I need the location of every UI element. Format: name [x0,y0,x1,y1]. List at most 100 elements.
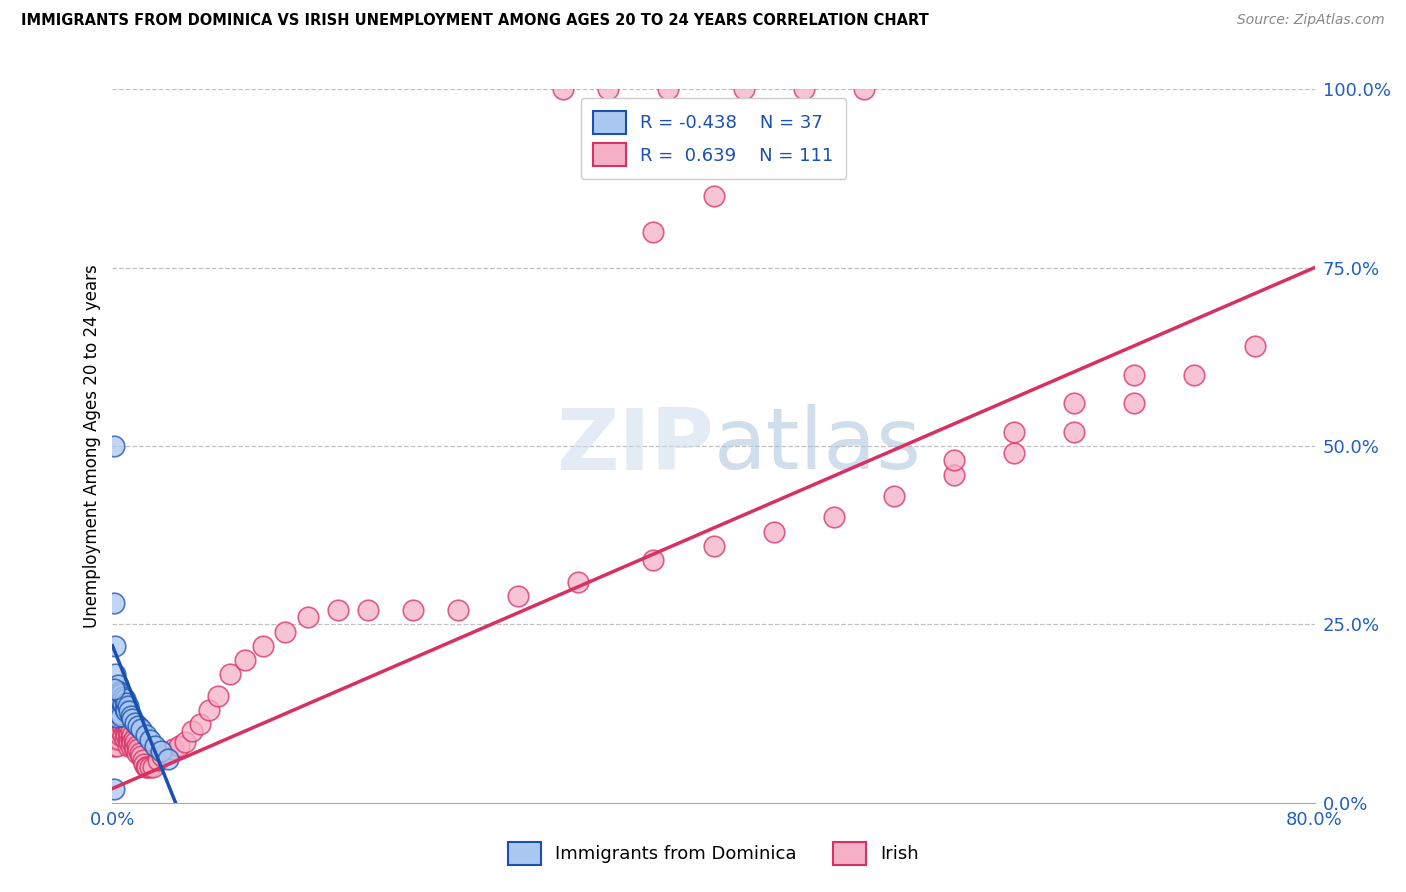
Point [115,728,138,742]
Point [111,706,134,721]
Point [115,714,138,728]
Text: Source: ZipAtlas.com: Source: ZipAtlas.com [1237,13,1385,28]
Point [105,703,128,717]
Point [120,731,142,746]
Point [118,705,141,719]
Point [793,82,815,96]
Point [118,721,141,735]
Point [105,685,128,699]
Point [146,753,169,767]
Point [105,696,128,710]
Point [122,739,145,753]
Point [105,739,128,753]
Point [155,746,177,760]
Point [173,735,195,749]
Point [104,667,127,681]
Point [104,703,127,717]
Point [598,82,620,96]
Text: ZIP: ZIP [555,404,713,488]
Point [114,724,136,739]
Point [120,739,142,753]
Point [762,161,785,175]
Point [124,742,146,756]
Text: atlas: atlas [713,404,921,488]
Point [103,781,125,796]
Point [107,678,129,692]
Point [357,603,380,617]
Point [117,724,139,739]
Point [823,139,845,153]
Point [111,690,134,705]
Point [142,760,165,774]
Point [117,739,139,753]
Point [110,703,132,717]
Point [127,742,149,756]
Point [1123,368,1146,382]
Point [124,735,146,749]
Point [942,453,965,467]
Point [553,82,575,96]
Point [105,710,128,724]
Point [120,724,142,739]
Point [115,705,138,719]
Point [111,698,134,712]
Point [120,708,142,723]
Point [105,710,128,724]
Point [111,714,134,728]
Point [110,694,132,708]
Point [124,715,146,730]
Point [103,739,125,753]
Point [103,724,125,739]
Point [157,751,180,765]
Point [1063,396,1085,410]
Point [1243,339,1265,353]
Point [105,731,128,746]
Point [103,710,125,724]
Point [125,746,148,760]
Point [883,489,905,503]
Point [107,689,129,703]
Point [104,731,127,746]
Point [252,639,274,653]
Point [1002,446,1025,460]
Point [108,706,131,721]
Point [149,744,172,758]
Point [121,728,143,742]
Point [114,717,136,731]
Point [1002,425,1025,439]
Point [105,724,128,739]
Point [128,746,150,760]
Point [103,439,125,453]
Point [108,721,131,735]
Point [108,706,131,721]
Point [136,760,159,774]
Legend: Immigrants from Dominica, Irish: Immigrants from Dominica, Irish [502,835,925,872]
Point [107,717,129,731]
Point [823,510,845,524]
Point [107,710,129,724]
Point [114,710,136,724]
Point [162,742,184,756]
Point [104,689,127,703]
Point [274,624,297,639]
Point [104,724,127,739]
Point [135,728,157,742]
Point [762,524,785,539]
Point [643,225,665,239]
Point [111,721,134,735]
Point [733,82,755,96]
Point [1123,396,1146,410]
Point [117,731,139,746]
Point [402,603,425,617]
Point [104,639,127,653]
Point [150,749,173,764]
Y-axis label: Unemployment Among Ages 20 to 24 years: Unemployment Among Ages 20 to 24 years [83,264,101,628]
Point [122,731,145,746]
Point [117,717,139,731]
Point [942,467,965,482]
Point [118,735,141,749]
Point [139,760,162,774]
Point [108,714,131,728]
Point [127,719,149,733]
Point [1184,368,1206,382]
